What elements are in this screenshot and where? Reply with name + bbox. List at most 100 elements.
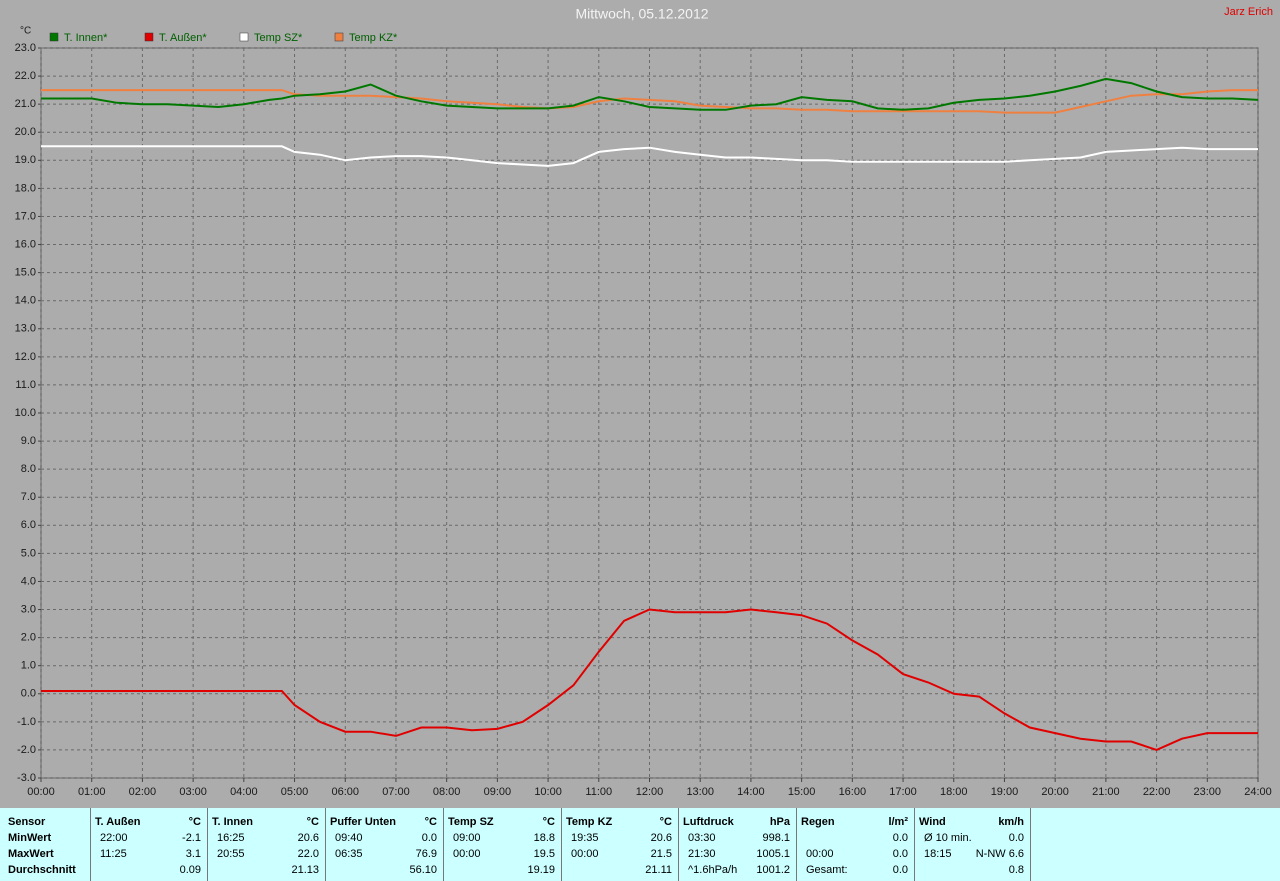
cell-label: 00:00 [806, 848, 834, 860]
row-label: MinWert [8, 832, 52, 844]
cell-label: 09:00 [453, 832, 481, 844]
cell-label: 00:00 [453, 848, 481, 860]
y-tick-label: 2.0 [21, 632, 36, 644]
cell-value: 0.0 [892, 848, 908, 860]
cell-value: 18.8 [533, 832, 555, 844]
column-header: Temp SZ [448, 816, 494, 828]
legend-label: T. Außen* [159, 32, 207, 44]
separator [325, 808, 326, 881]
cell-label: Ø 10 min. [924, 832, 972, 844]
cell-label: 18:15 [924, 848, 952, 860]
cell-label: 20:55 [217, 848, 245, 860]
row-label: Sensor [8, 816, 46, 828]
cell-value: 56.10 [409, 864, 437, 876]
x-tick-label: 02:00 [129, 786, 157, 798]
author: Jarz Erich [1224, 6, 1273, 18]
y-tick-label: 7.0 [21, 491, 36, 503]
separator [1030, 808, 1031, 881]
chart-title: Mittwoch, 05.12.2012 [575, 6, 708, 22]
y-tick-label: -1.0 [17, 716, 36, 728]
y-tick-label: 16.0 [15, 238, 36, 250]
x-tick-label: 08:00 [433, 786, 461, 798]
y-tick-label: 9.0 [21, 435, 36, 447]
cell-value: 0.0 [1008, 832, 1024, 844]
x-tick-label: 16:00 [839, 786, 867, 798]
cell-label: 06:35 [335, 848, 363, 860]
y-tick-label: 17.0 [15, 210, 36, 222]
chart: Mittwoch, 05.12.2012 Jarz Erich °C -3.0 -… [15, 6, 1273, 798]
cell-value: 1001.2 [756, 864, 790, 876]
column-header: Puffer Unten [330, 816, 396, 828]
cell-value: 998.1 [762, 832, 790, 844]
y-tick-label: 8.0 [21, 463, 36, 475]
statistics-table: Sensor MinWert MaxWert Durchschnitt T. Außen… [0, 808, 1280, 881]
x-tick-label: 04:00 [230, 786, 258, 798]
x-tick-label: 07:00 [382, 786, 410, 798]
y-tick-label: -3.0 [17, 772, 36, 784]
y-tick-label: 4.0 [21, 575, 36, 587]
x-tick-label: 24:00 [1244, 786, 1272, 798]
x-tick-label: 12:00 [636, 786, 664, 798]
separator [90, 808, 91, 881]
y-tick-label: 20.0 [15, 126, 36, 138]
legend-label: Temp SZ* [254, 32, 303, 44]
y-tick-label: 14.0 [15, 295, 36, 307]
series-line [41, 89, 1258, 114]
cell-label: 03:30 [688, 832, 716, 844]
x-tick-label: 13:00 [686, 786, 714, 798]
column-unit: l/m² [888, 816, 908, 828]
series-line [41, 608, 1258, 751]
cell-label: ^1.6hPa/h [688, 864, 738, 876]
cell-value: 21.11 [645, 864, 672, 876]
row-label: MaxWert [8, 848, 54, 860]
y-tick-label: 15.0 [15, 267, 36, 279]
x-tick-label: 23:00 [1194, 786, 1222, 798]
separator [443, 808, 444, 881]
column-unit: km/h [998, 816, 1024, 828]
column-unit: °C [659, 816, 672, 828]
column-unit: °C [542, 816, 555, 828]
x-tick-label: 09:00 [484, 786, 512, 798]
column-unit: °C [188, 816, 201, 828]
y-tick-label: 11.0 [15, 379, 36, 391]
x-tick-label: 00:00 [27, 786, 55, 798]
cell-value: 22.0 [297, 848, 319, 860]
y-tick-label: 0.0 [21, 688, 36, 700]
column-header: Luftdruck [683, 816, 734, 828]
column-unit: °C [424, 816, 437, 828]
column-unit: hPa [769, 816, 790, 828]
column-header: Wind [919, 816, 946, 828]
separator [796, 808, 797, 881]
x-tick-label: 14:00 [737, 786, 765, 798]
y-tick-label: 23.0 [15, 42, 36, 54]
y-tick-label: 22.0 [15, 70, 36, 82]
cell-value: 20.6 [297, 832, 319, 844]
cell-value: 20.6 [650, 832, 672, 844]
x-tick-label: 20:00 [1041, 786, 1069, 798]
cell-value: 0.0 [421, 832, 437, 844]
y-tick-label: 18.0 [15, 182, 36, 194]
cell-label: Gesamt: [806, 864, 848, 876]
cell-value: 0.0 [892, 832, 908, 844]
y-tick-label: 19.0 [15, 154, 36, 166]
cell-value: 0.8 [1008, 864, 1024, 876]
column-header: T. Außen [95, 816, 141, 828]
y-tick-label: 6.0 [21, 519, 36, 531]
y-tick-label: 13.0 [15, 323, 36, 335]
cell-label: 22:00 [100, 832, 128, 844]
x-tick-label: 21:00 [1092, 786, 1120, 798]
cell-value: 21.13 [291, 864, 319, 876]
cell-label: 16:25 [217, 832, 245, 844]
cell-value: -2.1 [182, 832, 201, 844]
row-label: Durchschnitt [8, 864, 76, 876]
legend-swatch [334, 32, 344, 42]
cell-value: 3.1 [185, 848, 201, 860]
column-header: T. Innen [212, 816, 253, 828]
cell-value: 76.9 [415, 848, 437, 860]
separator [914, 808, 915, 881]
y-tick-label: 1.0 [21, 660, 36, 672]
legend-label: Temp KZ* [349, 32, 398, 44]
x-tick-label: 10:00 [534, 786, 562, 798]
legend-swatch [144, 32, 154, 42]
column-unit: °C [306, 816, 319, 828]
